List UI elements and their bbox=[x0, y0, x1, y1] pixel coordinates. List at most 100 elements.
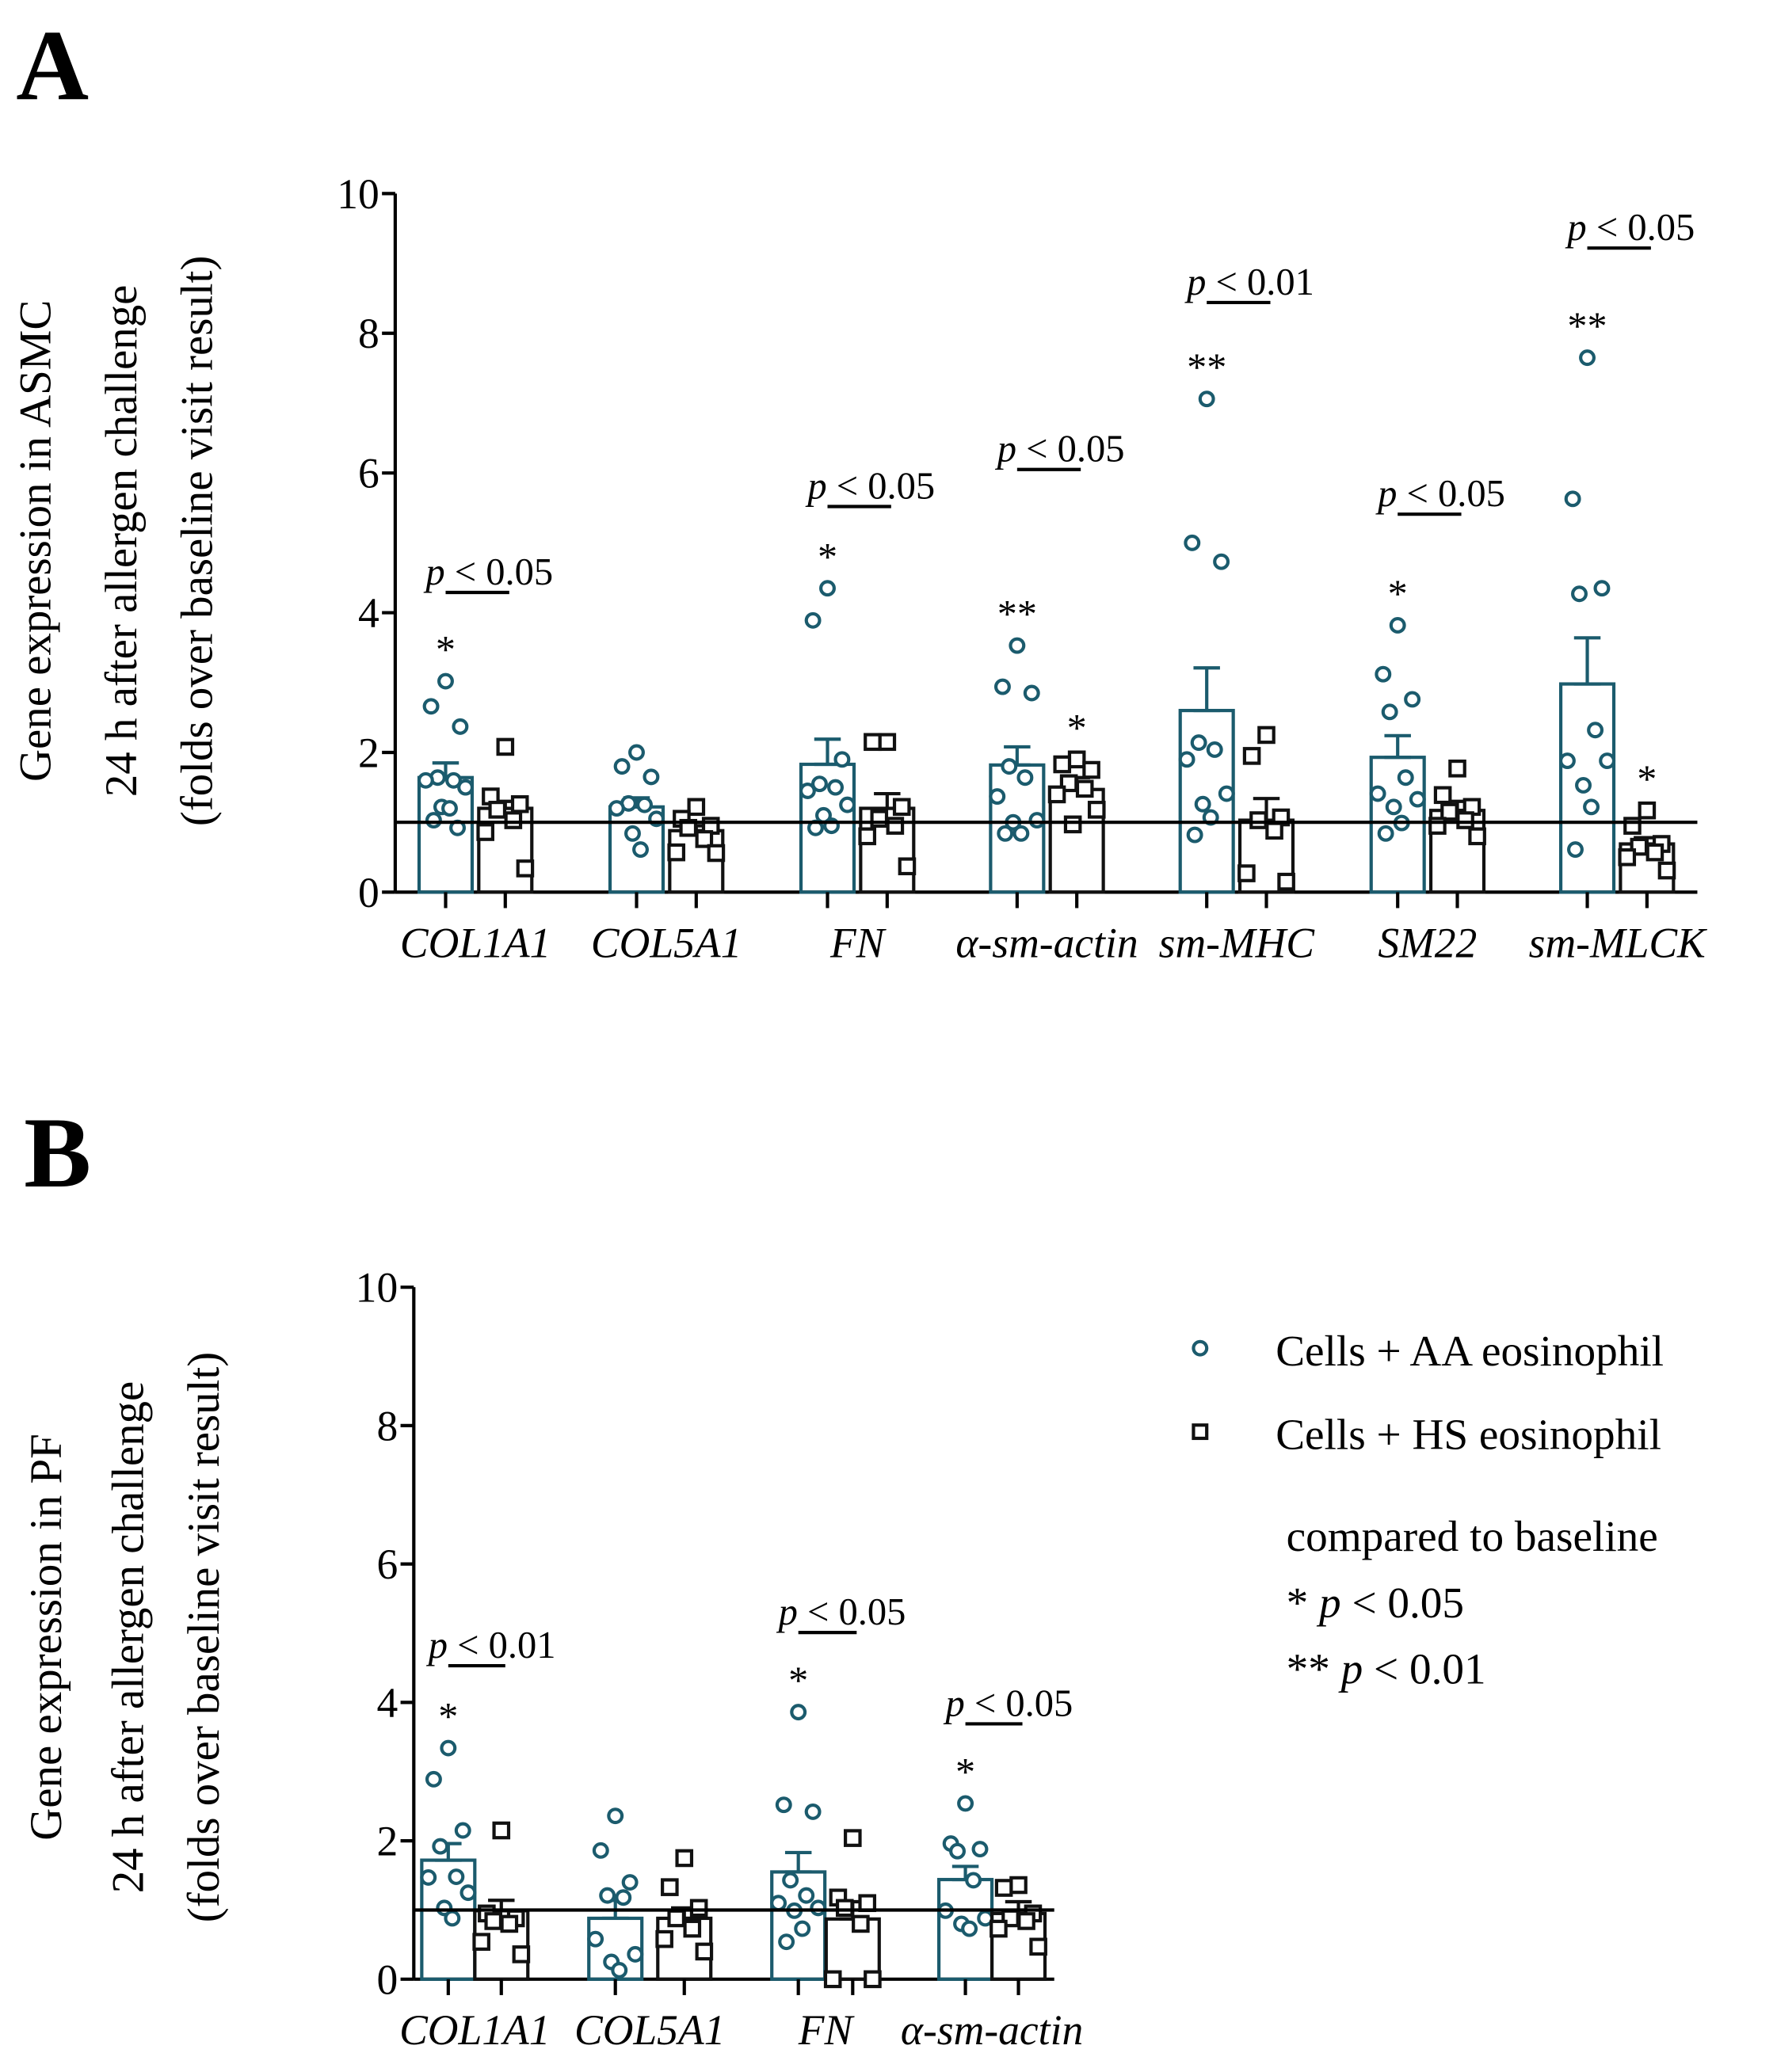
data-point-aa bbox=[1190, 734, 1207, 752]
data-point-hs bbox=[687, 798, 706, 817]
data-point-aa bbox=[778, 1933, 795, 1951]
data-point-hs bbox=[689, 1899, 708, 1918]
significance-star: * bbox=[788, 1658, 808, 1702]
data-point-aa bbox=[810, 1899, 827, 1917]
y-tick-label: 8 bbox=[376, 1402, 398, 1449]
data-point-hs bbox=[990, 1919, 1008, 1938]
comparison-p-label: p < 0.01 bbox=[426, 1624, 556, 1666]
data-point-aa bbox=[965, 1872, 982, 1889]
data-point-hs bbox=[864, 1970, 882, 1989]
p-value: < 0.05 bbox=[965, 1682, 1073, 1724]
data-point-hs bbox=[1017, 1912, 1035, 1930]
legend-note-title: compared to baseline bbox=[1287, 1512, 1658, 1560]
data-point-aa bbox=[804, 1803, 822, 1820]
data-point-aa bbox=[1198, 390, 1215, 408]
data-point-aa bbox=[1385, 798, 1402, 816]
data-point-aa bbox=[833, 751, 851, 768]
data-point-aa bbox=[782, 1872, 799, 1889]
data-point-hs bbox=[852, 1914, 870, 1933]
data-point-hs bbox=[1063, 815, 1082, 834]
data-point-hs bbox=[892, 798, 911, 817]
data-point-hs bbox=[858, 827, 877, 846]
data-point-hs bbox=[683, 1919, 702, 1938]
data-point-aa bbox=[599, 1887, 616, 1904]
data-point-aa bbox=[1023, 684, 1040, 702]
data-point-hs bbox=[1047, 785, 1066, 804]
data-point-hs bbox=[667, 843, 686, 862]
data-point-hs bbox=[835, 1899, 854, 1918]
data-point-aa bbox=[1593, 580, 1611, 597]
data-point-aa bbox=[592, 1842, 609, 1859]
data-point-aa bbox=[811, 775, 828, 793]
legend-hs-label: Cells + HS eosinophil bbox=[1276, 1410, 1661, 1458]
category-label: sm-MLCK bbox=[1529, 919, 1708, 966]
data-point-aa bbox=[422, 698, 440, 715]
data-point-aa bbox=[1567, 841, 1584, 859]
y-tick-label: 10 bbox=[356, 1264, 398, 1312]
data-point-aa bbox=[961, 1920, 978, 1937]
data-point-hs bbox=[1645, 843, 1665, 862]
data-point-aa bbox=[628, 744, 645, 761]
category-label: FN bbox=[798, 2006, 856, 2054]
data-point-aa bbox=[1375, 665, 1392, 683]
data-point-hs bbox=[492, 1821, 511, 1840]
data-point-hs bbox=[1433, 786, 1452, 805]
panel-a-chart: Gene expression in ASMC 24 h after allerg… bbox=[10, 170, 1708, 967]
data-point-hs bbox=[496, 737, 515, 756]
significance-star: * bbox=[1388, 571, 1408, 615]
comparison-p-label: p < 0.05 bbox=[995, 428, 1125, 470]
data-point-hs bbox=[472, 1933, 490, 1951]
data-point-hs bbox=[476, 823, 494, 841]
data-point-hs bbox=[994, 1879, 1013, 1897]
data-point-aa bbox=[437, 672, 454, 690]
data-point-hs bbox=[667, 1909, 686, 1928]
data-point-aa bbox=[432, 1838, 449, 1855]
data-point-aa bbox=[839, 796, 856, 813]
data-point-aa bbox=[615, 1889, 632, 1906]
data-point-aa bbox=[417, 771, 434, 789]
data-point-hs bbox=[675, 1849, 694, 1868]
data-point-aa bbox=[775, 1796, 792, 1814]
category-label: COL1A1 bbox=[399, 2006, 550, 2054]
data-point-aa bbox=[1389, 617, 1406, 634]
p-symbol: p bbox=[776, 1591, 798, 1633]
data-point-hs bbox=[500, 1914, 519, 1933]
data-point-hs bbox=[844, 1829, 862, 1847]
data-point-aa bbox=[1218, 785, 1235, 802]
data-point-aa bbox=[448, 1868, 465, 1885]
legend-aa-label: Cells + AA eosinophil bbox=[1276, 1327, 1664, 1375]
data-point-aa bbox=[1599, 752, 1616, 770]
data-point-aa bbox=[611, 1962, 628, 1979]
data-point-hs bbox=[655, 1929, 673, 1948]
data-point-aa bbox=[607, 1807, 624, 1825]
data-point-hs bbox=[488, 801, 507, 819]
data-point-hs bbox=[1277, 872, 1295, 891]
significance-star: ** bbox=[997, 592, 1037, 636]
significance-star: * bbox=[438, 1694, 458, 1739]
category-label: α-sm-actin bbox=[901, 2006, 1083, 2054]
data-point-aa bbox=[1381, 703, 1398, 721]
p-symbol: p bbox=[423, 551, 444, 593]
data-point-hs bbox=[661, 1878, 679, 1896]
data-point-aa bbox=[624, 825, 641, 842]
panel-label-a: A bbox=[16, 10, 89, 122]
data-point-hs bbox=[679, 818, 698, 837]
y-tick-label: 4 bbox=[376, 1679, 398, 1727]
data-point-aa bbox=[1186, 826, 1203, 844]
significance-star: * bbox=[1637, 756, 1657, 801]
data-point-aa bbox=[770, 1895, 787, 1912]
data-point-aa bbox=[460, 1884, 477, 1902]
p-symbol: p bbox=[426, 1624, 448, 1666]
category-label: COL5A1 bbox=[574, 2006, 725, 2054]
data-point-hs bbox=[1075, 779, 1094, 798]
legend-note-1: * p < 0.05 bbox=[1287, 1579, 1464, 1627]
data-point-aa bbox=[790, 1704, 807, 1721]
p-value: < 0.05 bbox=[1587, 207, 1695, 249]
data-point-aa bbox=[425, 812, 442, 829]
p-value: < 0.05 bbox=[827, 465, 936, 507]
data-point-hs bbox=[878, 733, 897, 752]
data-point-aa bbox=[445, 771, 462, 789]
data-point-hs bbox=[707, 844, 726, 863]
data-point-aa bbox=[1397, 769, 1414, 787]
y-tick-label: 2 bbox=[376, 1818, 398, 1865]
